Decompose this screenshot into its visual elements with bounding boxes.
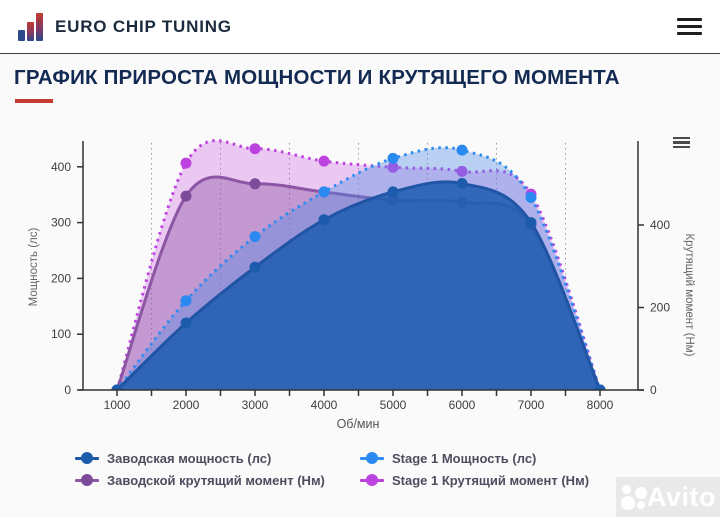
svg-text:400: 400	[51, 159, 71, 173]
data-point[interactable]	[318, 213, 330, 225]
legend-item-2[interactable]: Заводской крутящий момент (Нм)	[75, 473, 360, 488]
axis-tick-labels: 1000 2000 3000 4000 5000 6000 7000 800001002003…	[51, 159, 670, 411]
brand-name: EURO CHIP TUNING	[55, 16, 232, 36]
legend-label: Заводская мощность (лс)	[107, 450, 272, 466]
y-axis-title-right: Крутящий момент (Нм)	[683, 233, 695, 356]
svg-text:0: 0	[64, 383, 71, 397]
svg-text:200: 200	[650, 300, 670, 314]
svg-text:0: 0	[650, 383, 657, 397]
x-axis-title: Об/мин	[337, 417, 380, 431]
data-point[interactable]	[318, 185, 330, 197]
power-torque-chart: 1000 2000 3000 4000 5000 6000 7000 8000 0 100 200 3…	[0, 105, 720, 445]
chart-context-menu-icon[interactable]	[673, 135, 690, 151]
legend-marker-icon	[360, 452, 384, 465]
bar-chart-logo-icon	[18, 12, 45, 41]
data-point[interactable]	[249, 230, 261, 242]
chart-legend: Заводская мощность (лс) Stage 1 Мощность …	[0, 445, 720, 488]
avito-watermark-text: Avito	[647, 482, 716, 512]
legend-marker-icon	[75, 452, 99, 465]
svg-text:7000: 7000	[518, 398, 545, 412]
legend-marker-icon	[75, 474, 99, 487]
series-0	[111, 177, 606, 395]
hamburger-menu-icon[interactable]	[677, 10, 702, 44]
legend-item-0[interactable]: Заводская мощность (лс)	[75, 451, 360, 466]
title-accent-underline	[15, 98, 53, 103]
svg-text:4000: 4000	[311, 398, 338, 412]
svg-text:100: 100	[51, 327, 71, 341]
data-point[interactable]	[180, 317, 192, 329]
data-point[interactable]	[180, 190, 192, 202]
chart-canvas: 1000 2000 3000 4000 5000 6000 7000 8000 0 100 200 3…	[0, 105, 720, 445]
legend-label: Заводской крутящий момент (Нм)	[107, 472, 325, 488]
data-point[interactable]	[387, 161, 399, 173]
data-point[interactable]	[456, 165, 468, 177]
data-point[interactable]	[180, 294, 192, 306]
data-point[interactable]	[180, 157, 192, 169]
y-axis-title-left: Мощность (лс)	[28, 227, 40, 306]
brand-logo[interactable]: EURO CHIP TUNING	[18, 12, 232, 41]
svg-text:6000: 6000	[449, 398, 476, 412]
data-point[interactable]	[525, 191, 537, 203]
axes	[77, 140, 644, 396]
data-point[interactable]	[249, 261, 261, 273]
data-point[interactable]	[249, 177, 261, 189]
svg-text:2000: 2000	[173, 398, 200, 412]
svg-text:400: 400	[650, 218, 670, 232]
data-point[interactable]	[525, 216, 537, 228]
legend-item-3[interactable]: Stage 1 Крутящий момент (Нм)	[360, 473, 720, 488]
svg-text:8000: 8000	[587, 398, 614, 412]
legend-marker-icon	[360, 474, 384, 487]
page-content: ГРАФИК ПРИРОСТА МОЩНОСТИ И КРУТЯЩЕГО МОМ…	[0, 54, 720, 517]
legend-label: Stage 1 Крутящий момент (Нм)	[392, 472, 590, 488]
legend-label: Stage 1 Мощность (лс)	[392, 450, 537, 466]
data-point[interactable]	[111, 384, 123, 395]
svg-text:1000: 1000	[104, 398, 131, 412]
svg-text:5000: 5000	[380, 398, 407, 412]
page-title: ГРАФИК ПРИРОСТА МОЩНОСТИ И КРУТЯЩЕГО МОМ…	[14, 66, 620, 89]
svg-text:200: 200	[51, 271, 71, 285]
data-point[interactable]	[387, 152, 399, 164]
data-point[interactable]	[249, 142, 261, 154]
data-point[interactable]	[456, 177, 468, 189]
data-point[interactable]	[318, 155, 330, 167]
data-point[interactable]	[456, 144, 468, 156]
avito-logo-icon	[621, 484, 647, 510]
svg-text:3000: 3000	[242, 398, 269, 412]
site-header: EURO CHIP TUNING	[0, 0, 720, 54]
avito-watermark: Avito	[616, 477, 720, 517]
data-point[interactable]	[594, 384, 606, 395]
legend-item-1[interactable]: Stage 1 Мощность (лс)	[360, 451, 720, 466]
data-point[interactable]	[387, 185, 399, 197]
svg-text:300: 300	[51, 215, 71, 229]
